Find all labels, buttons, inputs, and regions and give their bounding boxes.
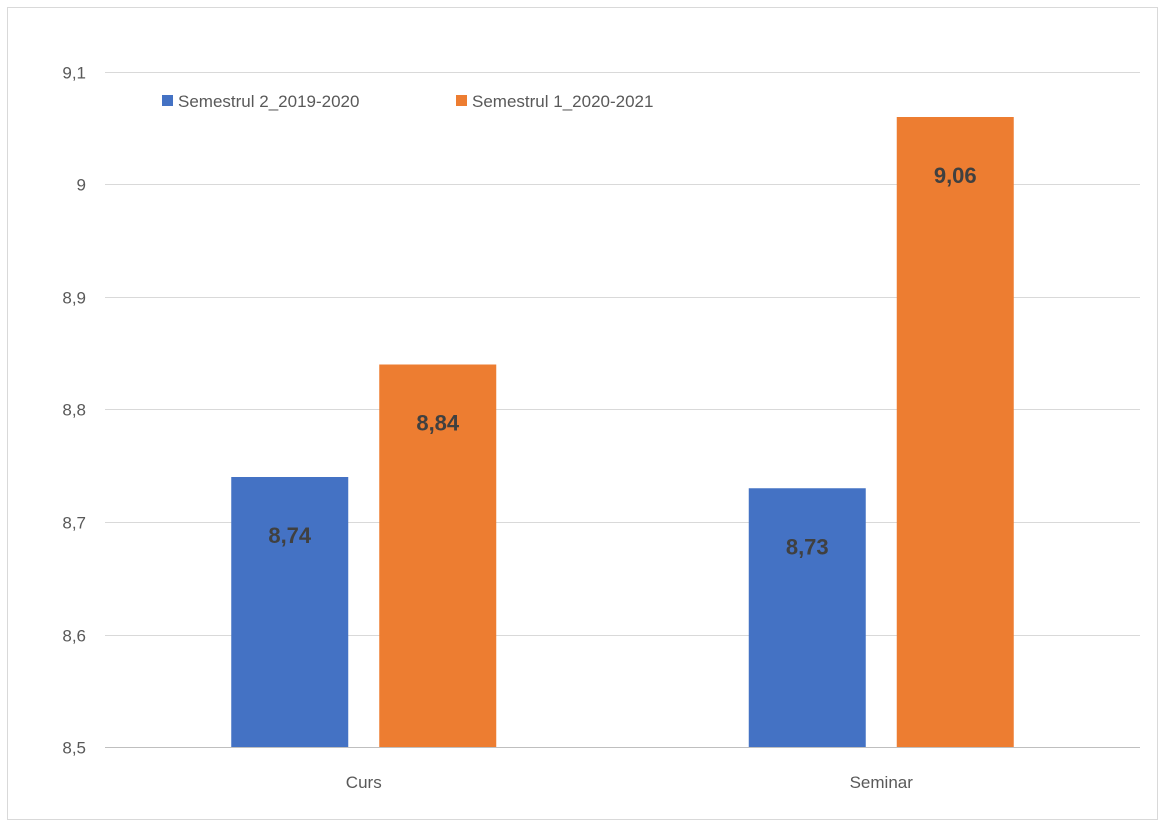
y-tick-label: 9,1 — [62, 64, 86, 83]
x-category-label: Curs — [346, 773, 382, 792]
legend: Semestrul 2_2019-2020 Semestrul 1_2020-20… — [162, 92, 653, 111]
legend-label: Semestrul 2_2019-2020 — [178, 92, 359, 111]
y-tick-label: 9 — [77, 176, 86, 195]
data-label: 8,74 — [268, 523, 312, 548]
y-tick-label: 8,9 — [62, 289, 86, 308]
x-axis: Curs Seminar — [105, 747, 1140, 792]
legend-swatch — [456, 95, 467, 106]
y-tick-label: 8,5 — [62, 739, 86, 758]
y-tick-label: 8,8 — [62, 401, 86, 420]
data-label: 8,73 — [786, 534, 829, 559]
data-label: 8,84 — [416, 411, 460, 436]
x-category-label: Seminar — [850, 773, 914, 792]
bar-semestrul-1-curs — [379, 364, 497, 747]
y-tick-label: 8,7 — [62, 514, 86, 533]
legend-swatch — [162, 95, 173, 106]
y-tick-label: 8,6 — [62, 627, 86, 646]
bar-semestrul-1-seminar — [896, 117, 1014, 747]
data-label: 9,06 — [934, 163, 977, 188]
data-labels: 8,74 8,84 8,73 9,06 — [268, 163, 976, 559]
bars — [231, 117, 1014, 747]
y-axis-ticks: 8,5 8,6 8,7 8,8 8,9 9 9,1 — [62, 64, 86, 758]
bar-semestrul-2-seminar — [748, 488, 866, 747]
legend-label: Semestrul 1_2020-2021 — [472, 92, 653, 111]
bar-semestrul-2-curs — [231, 477, 349, 747]
